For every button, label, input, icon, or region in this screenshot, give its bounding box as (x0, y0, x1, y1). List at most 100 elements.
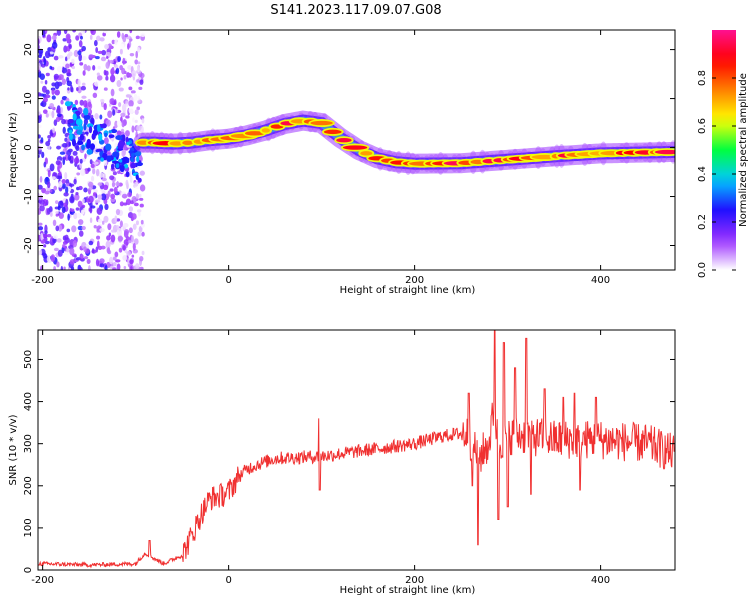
snr-x-tick-label: 0 (225, 575, 231, 586)
spectrogram-noise-blob (92, 65, 96, 71)
spectrogram-noise-blob (66, 35, 71, 43)
spectrogram-noise-blob (127, 192, 132, 198)
spectrogram-noise-blob (90, 30, 96, 36)
spectrogram-noise-blob (138, 225, 143, 233)
spectrogram-noise-blob (58, 212, 64, 219)
spectrogram-noise-blob (110, 229, 116, 233)
spectrogram-noise-blob (103, 102, 107, 111)
spectrogram-cluster-blob (89, 143, 96, 150)
spectrogram-noise-blob (132, 242, 136, 251)
spectrogram-noise-blob (52, 237, 57, 244)
spectrogram-noise-blob (137, 231, 142, 237)
spectrogram-noise-blob (45, 72, 50, 77)
spectrogram-noise-blob (140, 32, 146, 38)
spectrogram-noise-blob (96, 75, 103, 81)
spectrogram-noise-blob (127, 239, 132, 244)
spectrogram-noise-blob (128, 86, 133, 91)
spectrogram-noise-blob (105, 119, 111, 127)
spectrogram-noise-blob (57, 224, 63, 232)
colorbar-tick-label: 0.6 (697, 118, 708, 134)
spectrogram-noise-blob (128, 206, 134, 212)
spectrogram-cluster-blob (83, 122, 87, 131)
spectrogram-noise-blob (95, 35, 101, 42)
spectrogram-noise-blob (133, 202, 139, 207)
spectrogram-noise-blob (39, 176, 43, 183)
spectrogram-noise-blob (50, 254, 56, 262)
spectrogram-cluster-blob (83, 107, 89, 116)
spectrogram-noise-blob (49, 51, 54, 55)
spectrogram-cluster-blob (108, 130, 112, 134)
spectrogram-noise-blob (107, 110, 113, 118)
spectrogram-cluster-blob (96, 148, 103, 152)
spectrogram-noise-blob (97, 194, 103, 200)
spectrogram-noise-blob (103, 159, 108, 167)
spectrogram-noise-blob (68, 141, 72, 147)
spectrogram-noise-blob (115, 208, 121, 216)
spectrogram-noise-blob (44, 80, 48, 85)
spectrogram-noise-blob (78, 40, 83, 48)
spectrogram-noise-blob (99, 227, 105, 233)
spectrogram-noise-blob (72, 30, 77, 33)
spectrogram-noise-blob (90, 163, 95, 169)
spectrogram-noise-blob (47, 134, 52, 139)
spectrogram-noise-blob (61, 206, 66, 214)
spectrogram-noise-blob (119, 220, 123, 228)
spectrogram-noise-blob (83, 100, 88, 108)
spectrogram-x-tick-label: 0 (225, 275, 231, 286)
spectrogram-noise-blob (51, 110, 55, 119)
spectrogram-noise-blob (130, 266, 133, 270)
spectrogram-cluster-blob (91, 133, 96, 141)
spectrogram-noise-blob (44, 50, 51, 59)
spectrogram-noise-blob (102, 30, 108, 34)
spectrogram-noise-blob (44, 240, 50, 245)
spectrogram-noise-blob (69, 195, 75, 204)
spectrogram-y-tick-label: 20 (23, 43, 34, 56)
spectrogram-noise-blob (89, 34, 93, 40)
spectrogram-noise-blob (49, 211, 53, 217)
spectrogram-noise-blob (135, 220, 139, 226)
spectrogram-noise-blob (125, 198, 132, 206)
spectrogram-noise-blob (45, 94, 51, 99)
spectrogram-noise-blob (57, 55, 64, 59)
spectrogram-noise-blob (123, 229, 130, 235)
spectrogram-cluster-blob (72, 125, 80, 130)
spectrogram-noise-blob (39, 199, 45, 205)
spectrogram-y-tick-label: -20 (23, 237, 34, 253)
spectrogram-noise-blob (38, 92, 42, 97)
spectrogram-noise-blob (95, 46, 99, 53)
spectrogram-noise-blob (88, 195, 94, 204)
spectrogram-noise-blob (77, 219, 84, 225)
spectrogram-noise-blob (90, 175, 95, 182)
spectrogram-noise-blob (74, 193, 80, 201)
spectrogram-noise-blob (107, 247, 111, 255)
spectrogram-noise-blob (41, 85, 47, 93)
spectrogram-noise-blob (131, 125, 135, 133)
spectrogram-noise-blob (74, 99, 79, 105)
spectrogram-noise-blob (105, 75, 109, 81)
spectrogram-noise-blob (108, 232, 112, 237)
spectrogram-noise-blob (96, 235, 101, 240)
spectrogram-noise-blob (126, 43, 130, 50)
spectrogram-noise-blob (108, 256, 114, 265)
spectrogram-noise-blob (107, 168, 111, 175)
spectrogram-noise-blob (52, 219, 57, 227)
spectrogram-noise-blob (61, 78, 67, 85)
spectrogram-noise-blob (122, 254, 128, 261)
spectrogram-noise-blob (57, 81, 63, 87)
spectrogram-noise-blob (129, 200, 135, 205)
spectrogram-noise-blob (65, 183, 70, 187)
spectrogram-noise-blob (75, 207, 80, 211)
spectrogram-noise-blob (118, 87, 124, 92)
spectrogram-noise-blob (94, 81, 100, 87)
spectrogram-noise-blob (137, 61, 141, 65)
spectrogram-noise-blob (65, 186, 69, 194)
spectrogram-cluster-blob (135, 174, 139, 181)
spectrogram-noise-blob (111, 181, 116, 188)
spectrogram-noise-blob (60, 99, 64, 105)
spectrogram-noise-blob (38, 234, 41, 242)
spectrogram-noise-blob (130, 235, 134, 243)
spectrogram-noise-blob (47, 169, 51, 178)
spectrogram-cluster-blob (84, 131, 89, 135)
spectrogram-y-tick-label: -10 (23, 188, 34, 204)
spectrogram-cluster-blob (69, 133, 73, 140)
